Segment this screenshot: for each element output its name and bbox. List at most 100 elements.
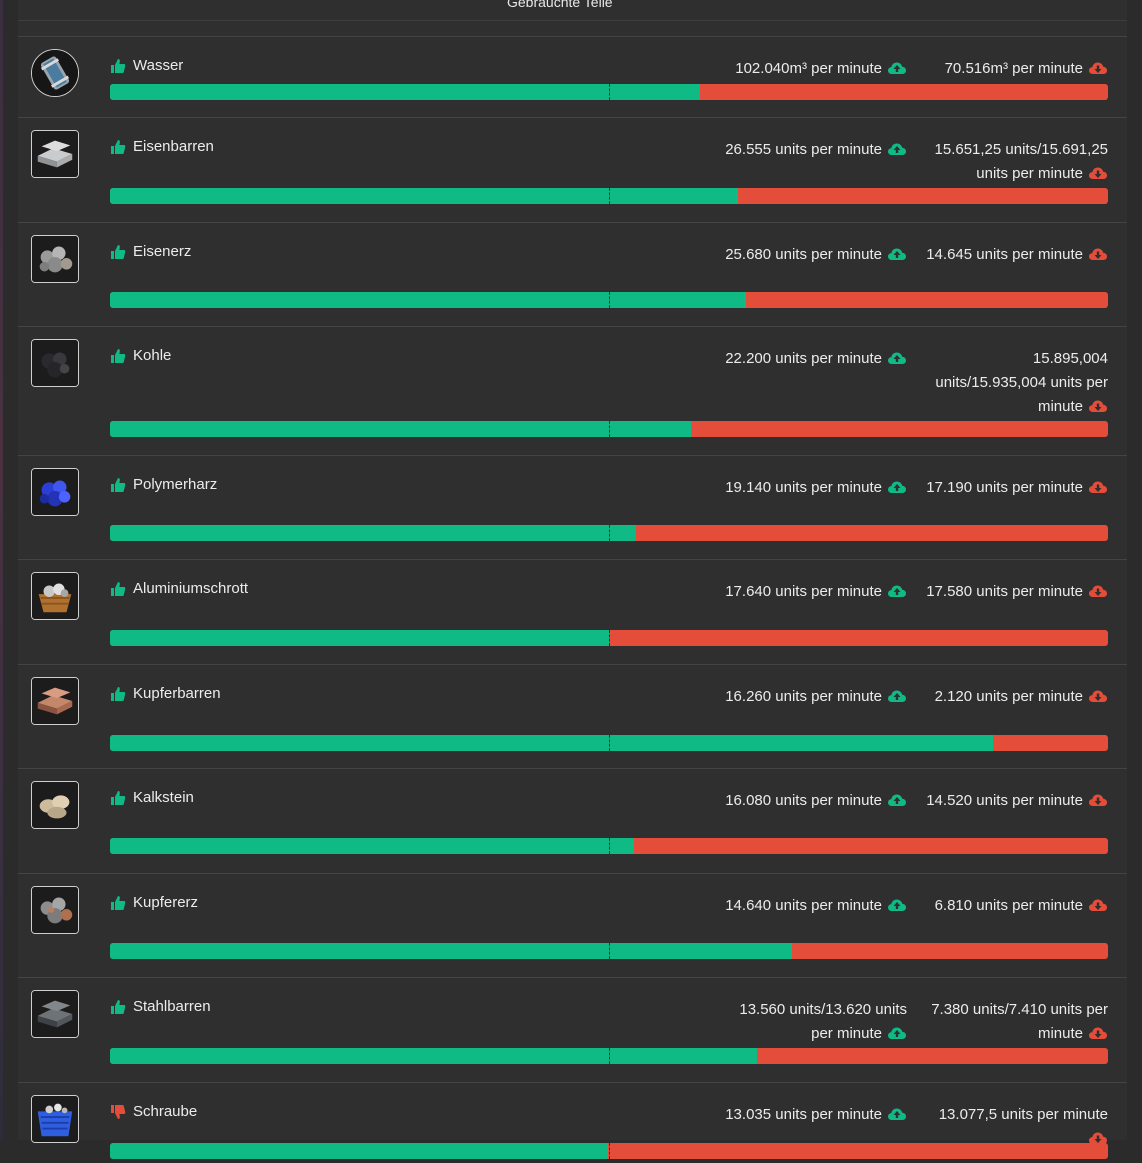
production-fill xyxy=(110,292,746,308)
thumbs-up-icon xyxy=(110,139,126,155)
production-rate: 13.560 units/13.620 units per minute xyxy=(717,998,907,1046)
production-rate-text: 16.080 units per minute xyxy=(725,792,882,809)
consumption-rate-text: 14.645 units per minute xyxy=(926,246,1083,263)
item-row-kupfererz: Kupfererz 14.640 units per minute 6.810 … xyxy=(18,873,1127,977)
balance-bar xyxy=(110,292,1108,308)
balance-bar xyxy=(110,1143,1108,1159)
consumption-rate-text: 14.520 units per minute xyxy=(926,792,1083,809)
midpoint-marker xyxy=(609,84,610,100)
midpoint-marker xyxy=(609,421,610,437)
item-row-stahlbarren: Stahlbarren 13.560 units/13.620 units pe… xyxy=(18,977,1127,1082)
item-row-eisenerz: Eisenerz 25.680 units per minute 14.645 … xyxy=(18,222,1127,326)
item-name: Polymerharz xyxy=(133,476,218,493)
cloud-upload-icon xyxy=(887,1107,907,1121)
production-fill xyxy=(110,630,610,646)
cloud-download-icon xyxy=(1088,399,1108,413)
item-name: Kohle xyxy=(133,347,172,364)
consumption-rate: 14.645 units per minute xyxy=(918,243,1108,267)
consumption-rate: 17.580 units per minute xyxy=(918,580,1108,604)
thumbs-down-icon xyxy=(110,1104,126,1120)
consumption-rate-text: 13.077,5 units per minute xyxy=(938,1106,1108,1123)
production-rate: 16.260 units per minute xyxy=(717,685,907,709)
item-title: Polymerharz xyxy=(110,476,217,493)
item-row-aluminiumschrott: Aluminiumschrott 17.640 units per minute… xyxy=(18,559,1127,664)
balance-bar xyxy=(110,1048,1108,1064)
balance-bar xyxy=(110,188,1108,204)
midpoint-marker xyxy=(609,525,610,541)
item-title: Kupferbarren xyxy=(110,685,221,702)
panel-header: Gebrauchte Teile xyxy=(18,0,1127,21)
copper-ingot-icon xyxy=(31,677,79,725)
cloud-download-icon xyxy=(1088,689,1108,703)
production-fill xyxy=(110,421,691,437)
production-fill xyxy=(110,943,792,959)
production-rate-text: 13.560 units/13.620 units per minute xyxy=(739,1001,907,1042)
midpoint-marker xyxy=(609,188,610,204)
production-rate-text: 14.640 units per minute xyxy=(725,897,882,914)
limestone-icon xyxy=(31,781,79,829)
production-rate: 102.040m³ per minute xyxy=(717,57,907,81)
steel-ingot-icon xyxy=(31,990,79,1038)
item-name: Wasser xyxy=(133,57,184,74)
production-rate: 25.680 units per minute xyxy=(717,243,907,267)
item-title: Wasser xyxy=(110,57,183,74)
cloud-upload-icon xyxy=(887,61,907,75)
item-title: Stahlbarren xyxy=(110,998,211,1015)
production-fill xyxy=(110,735,994,751)
midpoint-marker xyxy=(609,735,610,751)
item-row-wasser: Wasser 102.040m³ per minute 70.516m³ per… xyxy=(18,36,1127,117)
polymer-resin-icon xyxy=(31,468,79,516)
item-row-polymerharz: Polymerharz 19.140 units per minute 17.1… xyxy=(18,455,1127,559)
cloud-download-icon xyxy=(1088,247,1108,261)
item-title: Kohle xyxy=(110,347,171,364)
item-name: Kupferbarren xyxy=(133,685,221,702)
section-title: Gebrauchte Teile xyxy=(507,0,613,10)
item-title: Kalkstein xyxy=(110,789,194,806)
item-name: Aluminiumschrott xyxy=(133,580,249,597)
item-row-eisenbarren: Eisenbarren 26.555 units per minute 15.6… xyxy=(18,117,1127,222)
cloud-upload-icon xyxy=(887,351,907,365)
production-rate: 19.140 units per minute xyxy=(717,476,907,500)
production-rate: 22.200 units per minute xyxy=(717,347,907,371)
item-row-kalkstein: Kalkstein 16.080 units per minute 14.520… xyxy=(18,768,1127,873)
cloud-upload-icon xyxy=(887,480,907,494)
balance-bar xyxy=(110,838,1108,854)
consumption-rate-text: 15.895,004 units/15.935,004 units per mi… xyxy=(935,350,1108,415)
production-rate-text: 22.200 units per minute xyxy=(725,350,882,367)
cloud-upload-icon xyxy=(887,898,907,912)
item-title: Eisenbarren xyxy=(110,138,214,155)
item-title: Kupfererz xyxy=(110,894,198,911)
production-rate-text: 16.260 units per minute xyxy=(725,688,882,705)
production-rate: 16.080 units per minute xyxy=(717,789,907,813)
item-row-kohle: Kohle 22.200 units per minute 15.895,004… xyxy=(18,326,1127,455)
production-fill xyxy=(110,525,636,541)
balance-bar xyxy=(110,84,1108,100)
item-title: Eisenerz xyxy=(110,243,191,260)
thumbs-up-icon xyxy=(110,581,126,597)
cloud-upload-icon xyxy=(887,793,907,807)
item-name: Eisenerz xyxy=(133,243,192,260)
consumption-rate: 2.120 units per minute xyxy=(918,685,1108,709)
thumbs-up-icon xyxy=(110,790,126,806)
consumption-rate: 6.810 units per minute xyxy=(918,894,1108,918)
production-rate: 17.640 units per minute xyxy=(717,580,907,604)
cloud-upload-icon xyxy=(887,584,907,598)
item-name: Schraube xyxy=(133,1103,198,1120)
cloud-upload-icon xyxy=(887,247,907,261)
consumption-rate-text: 7.380 units/7.410 units per minute xyxy=(931,1001,1108,1042)
consumption-rate: 7.380 units/7.410 units per minute xyxy=(918,998,1108,1046)
consumption-rate: 17.190 units per minute xyxy=(918,476,1108,500)
production-rate-text: 17.640 units per minute xyxy=(725,583,882,600)
production-rate: 26.555 units per minute xyxy=(717,138,907,162)
consumption-rate-text: 2.120 units per minute xyxy=(934,688,1083,705)
cloud-upload-icon xyxy=(887,689,907,703)
consumption-rate-text: 6.810 units per minute xyxy=(934,897,1083,914)
consumption-rate-text: 17.580 units per minute xyxy=(926,583,1083,600)
consumption-rate: 70.516m³ per minute xyxy=(918,57,1108,81)
production-rate: 14.640 units per minute xyxy=(717,894,907,918)
aluminum-scrap-icon xyxy=(31,572,79,620)
production-rate-text: 13.035 units per minute xyxy=(725,1106,882,1123)
water-canister-icon xyxy=(31,49,79,97)
production-fill xyxy=(110,1048,757,1064)
consumption-rate: 15.651,25 units/15.691,25 units per minu… xyxy=(918,138,1108,186)
